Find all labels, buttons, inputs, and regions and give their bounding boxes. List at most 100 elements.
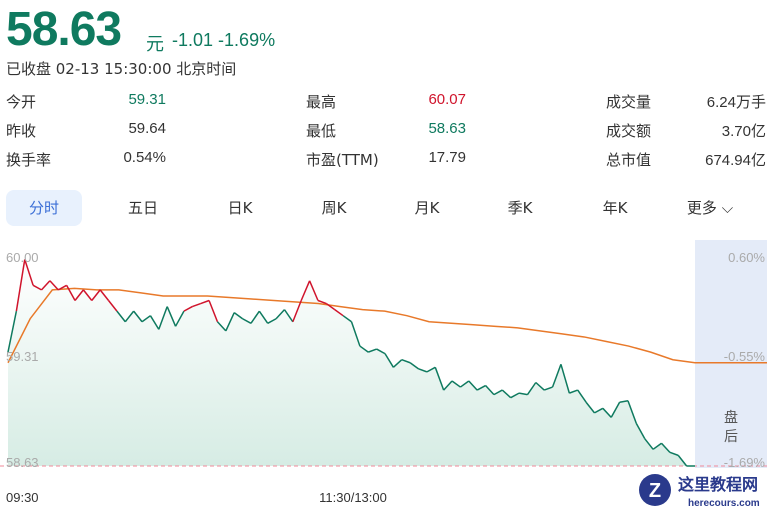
price-segment: [610, 401, 621, 418]
price-segment: [652, 442, 662, 450]
price-segment: [82, 289, 93, 301]
price-segment: [459, 380, 470, 388]
price-segment: [342, 315, 352, 323]
price-segment: [635, 423, 646, 440]
tab-7[interactable]: 更多 ⌵: [672, 190, 748, 226]
y-left-tick: 60.00: [6, 250, 39, 265]
after-hours-label-2: 后: [724, 428, 738, 444]
stat-value: 58.63: [428, 120, 466, 137]
price-segment: [166, 306, 177, 327]
tab-label: 分时: [28, 199, 59, 217]
price-segment: [627, 400, 638, 424]
x-tick: 11:30/13:00: [319, 490, 387, 505]
price-segment: [275, 309, 286, 320]
price-segment: [216, 321, 227, 332]
tab-label: 五日: [127, 199, 158, 217]
price-segment: [451, 380, 461, 388]
price-segment: [192, 302, 201, 308]
price-segment: [308, 280, 319, 301]
price-segment: [24, 259, 34, 286]
change-amount: -1.01: [172, 30, 214, 50]
price-segment: [40, 280, 51, 291]
price-segment: [585, 401, 596, 414]
y-left-tick: 59.31: [6, 349, 39, 364]
y-right-tick: -1.69%: [724, 455, 766, 470]
chart-period-tabs: 分时 五日 日K 周K 月K 季K 年K 更多 ⌵: [6, 190, 766, 226]
price-segment: [99, 289, 110, 301]
after-hours-zone: [695, 240, 767, 468]
intraday-chart[interactable]: 60.00 59.31 58.63 0.60% -0.55% -1.69% 09:30 11:…: [0, 240, 770, 512]
price-segment: [560, 364, 571, 394]
price-segment: [7, 310, 18, 353]
watermark-logo: Z 这里教程网 herecours.com: [639, 474, 760, 509]
svg-text:Z: Z: [649, 480, 661, 502]
price-segment: [359, 345, 369, 353]
price-segment: [149, 315, 160, 330]
tab-5[interactable]: 季K: [482, 190, 558, 226]
after-hours-label-1: 盘: [724, 409, 738, 425]
price-segment: [233, 312, 244, 320]
price-segment: [644, 438, 654, 450]
stat-value: 0.54%: [123, 149, 166, 166]
price-segment: [619, 399, 629, 403]
stat-label: 最低: [306, 122, 337, 140]
price-segment: [242, 318, 252, 324]
tab-0[interactable]: 分时: [6, 190, 82, 226]
price-segment: [267, 318, 277, 324]
watermark-text: 这里教程网: [678, 475, 758, 494]
price-segment: [300, 280, 311, 301]
price-segment: [283, 309, 294, 323]
price-segment: [443, 380, 453, 391]
change-percent: -1.69%: [218, 30, 276, 50]
price-segment: [484, 385, 495, 396]
price-segment: [65, 284, 76, 301]
price-segment: [602, 407, 612, 418]
price-segment: [158, 306, 168, 330]
tab-label: 季K: [507, 199, 533, 217]
last-price: 58.63: [6, 3, 122, 56]
stat-label: 昨收: [6, 122, 37, 140]
tab-2[interactable]: 日K: [202, 190, 278, 226]
price-segment: [476, 384, 486, 391]
stat-value: 60.07: [428, 91, 466, 108]
stat-label: 换手率: [6, 151, 52, 169]
tab-label: 年K: [602, 199, 628, 217]
price-segment: [392, 359, 403, 368]
price-segment: [334, 309, 344, 317]
tab-1[interactable]: 五日: [105, 190, 181, 226]
stat-value: 674.94亿: [705, 152, 766, 169]
avg-price-line: [7, 287, 767, 364]
price-segment: [594, 407, 604, 414]
stat-label: 最高: [306, 93, 337, 111]
price-segment: [510, 392, 520, 399]
tab-4[interactable]: 月K: [389, 190, 465, 226]
price-segment: [526, 382, 537, 396]
price-segment: [200, 299, 210, 305]
y-right-tick: 0.60%: [728, 250, 765, 265]
price-segment: [551, 364, 562, 388]
price-segment: [350, 321, 361, 347]
stat-value: 59.31: [128, 91, 166, 108]
price-segment: [384, 353, 395, 368]
y-right-tick: -0.55%: [724, 349, 766, 364]
market-status: 已收盘 02-13 15:30:00 北京时间: [6, 60, 237, 78]
stat-label: 今开: [6, 93, 37, 111]
price-change: -1.01 -1.69%: [172, 30, 275, 51]
price-segment: [493, 389, 503, 396]
price-segment: [141, 315, 151, 323]
stat-label: 成交额: [606, 122, 652, 140]
price-segment: [569, 389, 578, 394]
tab-6[interactable]: 年K: [577, 190, 653, 226]
price-segment: [543, 386, 553, 391]
price-segment: [501, 389, 512, 399]
stat-value: 59.64: [128, 120, 166, 137]
price-segment: [208, 300, 219, 323]
tab-label: 日K: [227, 199, 253, 217]
price-segment: [677, 454, 688, 467]
x-tick: 09:30: [6, 490, 39, 505]
price-segment: [49, 280, 59, 291]
tab-3[interactable]: 周K: [296, 190, 372, 226]
price-segment: [401, 359, 411, 364]
price-segment: [15, 259, 26, 312]
price-segment: [376, 348, 386, 355]
